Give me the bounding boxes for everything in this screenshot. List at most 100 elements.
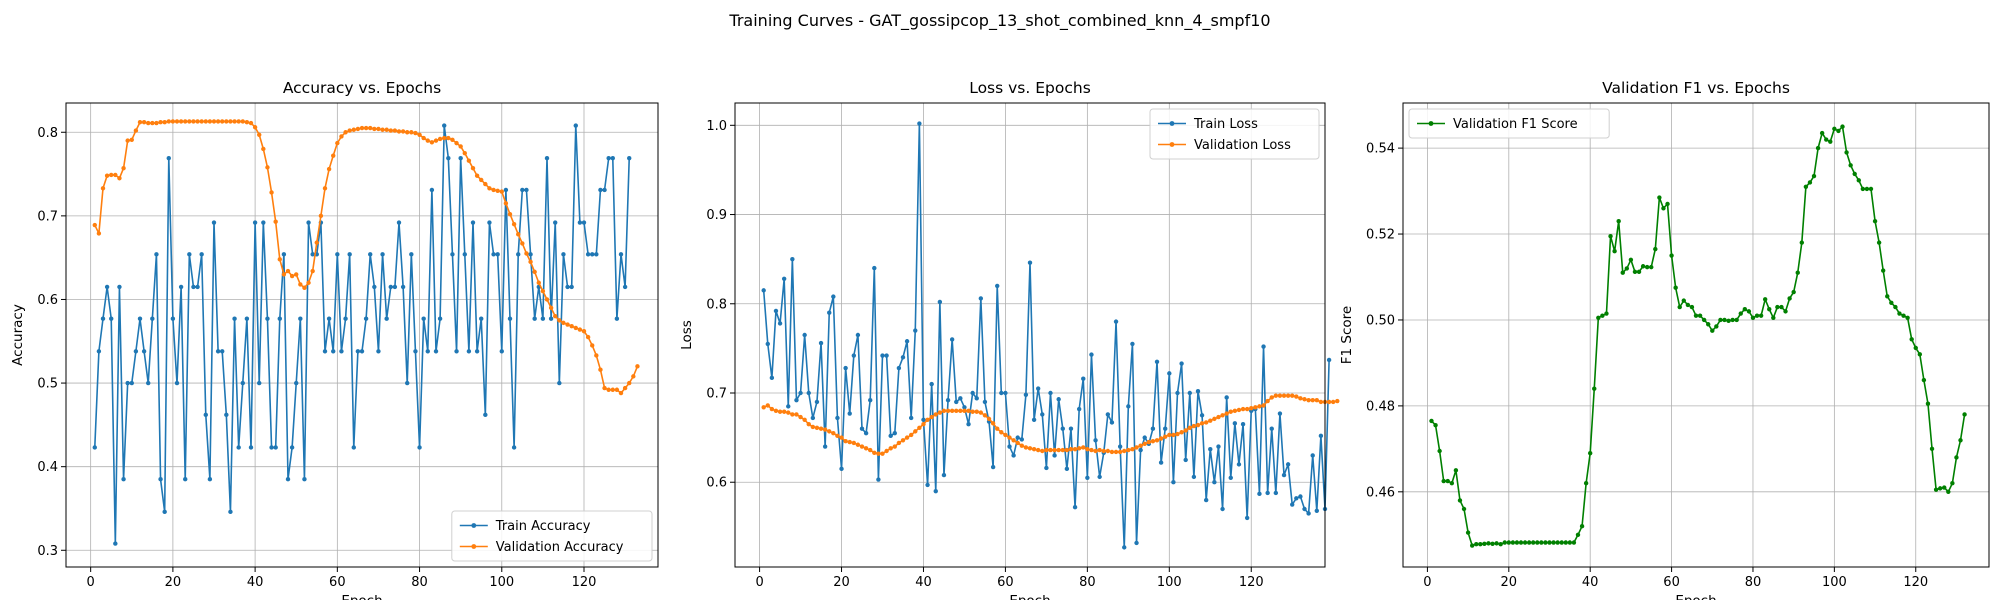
data-point xyxy=(499,189,504,194)
data-point xyxy=(557,318,562,323)
y-tick-label: 0.52 xyxy=(1366,228,1395,243)
data-point xyxy=(1113,449,1119,455)
data-point xyxy=(1779,304,1784,310)
data-point xyxy=(1064,447,1070,453)
data-point xyxy=(1478,542,1483,547)
data-point xyxy=(380,252,385,257)
legend-label: Train Loss xyxy=(1193,117,1258,132)
data-point xyxy=(1031,417,1037,422)
data-point xyxy=(1003,390,1008,396)
data-point xyxy=(306,280,311,285)
data-point xyxy=(863,430,869,436)
data-point xyxy=(1023,445,1029,450)
data-point xyxy=(921,422,926,427)
data-point xyxy=(178,119,184,124)
data-point xyxy=(133,349,139,354)
legend: Validation F1 Score xyxy=(1408,108,1610,139)
data-point xyxy=(224,119,229,124)
data-point xyxy=(990,464,996,470)
data-point xyxy=(540,316,546,321)
data-point xyxy=(851,353,857,358)
data-point xyxy=(1563,540,1568,545)
data-point xyxy=(896,365,902,371)
data-point xyxy=(986,416,992,422)
data-point xyxy=(137,120,143,125)
data-point xyxy=(1604,311,1609,316)
data-point xyxy=(195,119,200,124)
data-point xyxy=(1824,137,1829,142)
data-point xyxy=(1714,324,1719,329)
data-point xyxy=(1076,446,1082,451)
data-point xyxy=(1224,395,1229,400)
data-point xyxy=(1437,448,1442,454)
data-point xyxy=(166,119,171,124)
data-point xyxy=(966,408,971,414)
data-point xyxy=(1730,317,1735,323)
data-point xyxy=(999,430,1004,435)
data-point xyxy=(252,220,258,225)
data-point xyxy=(1482,541,1487,546)
data-point xyxy=(1644,264,1650,270)
data-point xyxy=(421,316,426,321)
data-point xyxy=(544,155,550,161)
data-point xyxy=(540,288,546,294)
data-point xyxy=(1661,206,1666,211)
data-point xyxy=(1257,491,1262,497)
data-point xyxy=(125,380,130,386)
y-tick-label: 1.0 xyxy=(706,119,727,134)
data-point xyxy=(1567,540,1573,545)
data-point xyxy=(1068,426,1074,431)
data-point xyxy=(368,252,373,257)
data-point xyxy=(511,222,517,227)
data-point xyxy=(814,399,820,405)
data-point xyxy=(777,321,783,326)
data-point xyxy=(1701,317,1707,323)
data-point xyxy=(96,349,102,354)
data-point xyxy=(1616,218,1621,224)
data-point xyxy=(1962,412,1967,417)
data-point xyxy=(162,120,167,125)
data-point xyxy=(450,137,455,142)
data-point xyxy=(1498,542,1503,547)
y-tick-label: 0.7 xyxy=(706,387,727,402)
data-point xyxy=(1208,447,1213,452)
data-point xyxy=(1314,508,1320,513)
data-point xyxy=(1003,432,1008,438)
data-point xyxy=(1220,506,1225,512)
data-point xyxy=(347,252,352,257)
data-point xyxy=(1543,540,1548,545)
data-point xyxy=(1163,426,1168,431)
data-point xyxy=(1742,307,1748,312)
legend-box xyxy=(1408,108,1610,139)
data-point xyxy=(376,349,381,354)
data-point xyxy=(1819,130,1825,136)
x-tick-label: 40 xyxy=(1582,575,1599,590)
data-point xyxy=(314,240,319,245)
data-point xyxy=(1035,447,1041,453)
legend-label: Validation Accuracy xyxy=(496,540,624,555)
data-point xyxy=(113,172,118,178)
data-point xyxy=(553,220,558,225)
data-point xyxy=(590,252,595,257)
data-point xyxy=(516,252,521,257)
data-point xyxy=(1693,313,1699,318)
data-point xyxy=(491,187,496,193)
data-point xyxy=(1183,428,1188,433)
x-tick-label: 80 xyxy=(411,575,428,590)
data-point xyxy=(1212,416,1217,422)
data-point xyxy=(1929,446,1935,452)
data-point xyxy=(827,429,832,434)
data-point xyxy=(1007,444,1012,449)
data-point xyxy=(117,284,122,290)
data-point xyxy=(458,155,463,161)
data-point xyxy=(1326,399,1332,405)
data-point xyxy=(1612,249,1617,254)
data-point xyxy=(425,138,430,143)
data-point xyxy=(577,220,583,225)
legend-label: Validation F1 Score xyxy=(1453,117,1578,132)
data-point xyxy=(1253,405,1258,410)
data-point xyxy=(1840,124,1845,129)
data-point xyxy=(1547,540,1552,545)
data-point xyxy=(1216,444,1221,449)
data-point xyxy=(1085,447,1090,452)
